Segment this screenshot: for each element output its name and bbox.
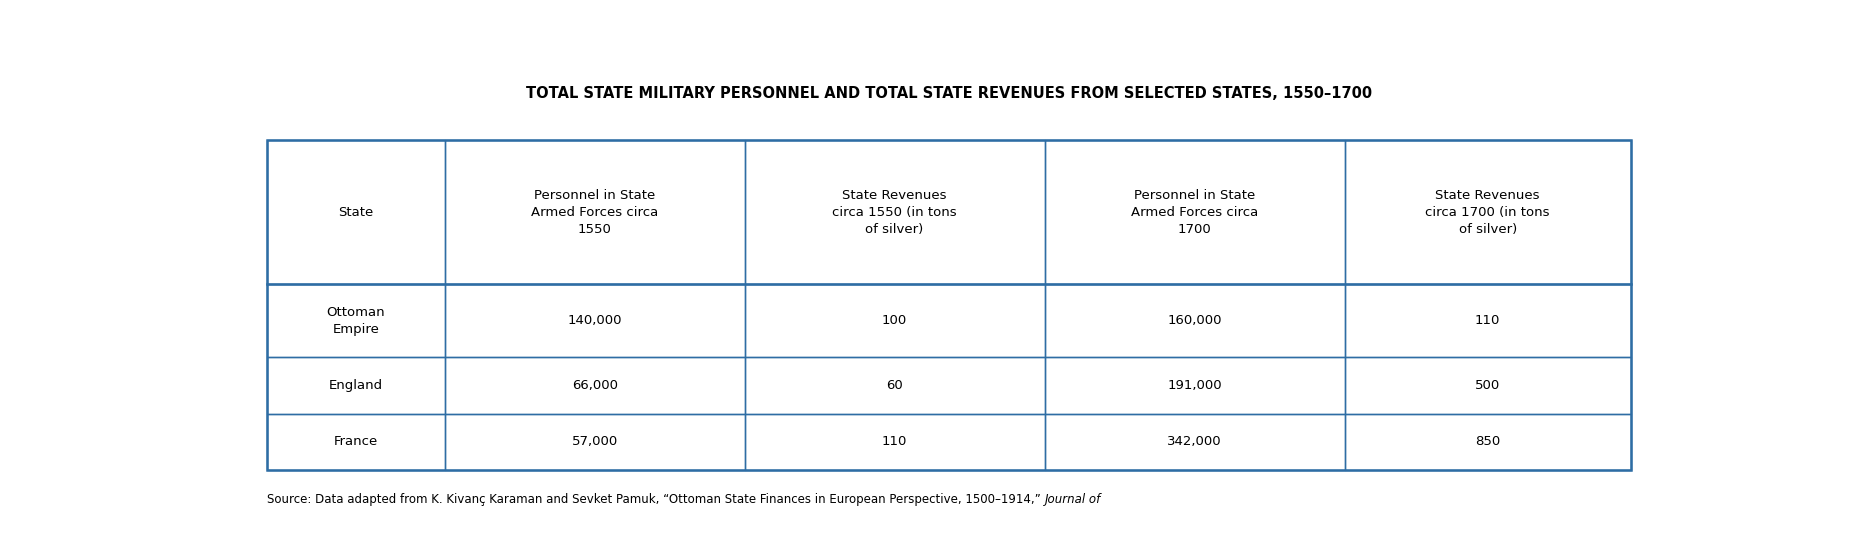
Bar	[1045, 414, 1345, 470]
Text: 850: 850	[1476, 435, 1500, 448]
Bar	[1045, 140, 1345, 284]
Bar	[745, 140, 1045, 284]
Text: 342,000: 342,000	[1167, 435, 1222, 448]
Text: 66,000: 66,000	[572, 379, 617, 392]
Text: 100: 100	[882, 314, 907, 327]
Bar	[1345, 414, 1632, 470]
Text: 140,000: 140,000	[567, 314, 622, 327]
Bar	[1045, 357, 1345, 414]
Bar	[1045, 284, 1345, 357]
Text: State Revenues
circa 1700 (in tons
of silver): State Revenues circa 1700 (in tons of si…	[1426, 189, 1550, 236]
Text: 110: 110	[1474, 314, 1500, 327]
Text: 160,000: 160,000	[1167, 314, 1222, 327]
Bar	[745, 284, 1045, 357]
Bar	[267, 140, 444, 284]
Text: State: State	[339, 205, 374, 218]
Bar	[267, 357, 444, 414]
Bar	[267, 414, 444, 470]
Text: 191,000: 191,000	[1167, 379, 1222, 392]
Text: 57,000: 57,000	[572, 435, 619, 448]
Bar	[444, 140, 745, 284]
Text: France: France	[333, 435, 378, 448]
Bar	[444, 357, 745, 414]
Bar	[745, 357, 1045, 414]
Text: Journal of: Journal of	[1045, 493, 1102, 506]
Text: TOTAL STATE MILITARY PERSONNEL AND TOTAL STATE REVENUES FROM SELECTED STATES, 15: TOTAL STATE MILITARY PERSONNEL AND TOTAL…	[526, 86, 1372, 101]
Text: Personnel in State
Armed Forces circa
1550: Personnel in State Armed Forces circa 15…	[532, 189, 657, 236]
Bar	[745, 414, 1045, 470]
Text: 500: 500	[1476, 379, 1500, 392]
Bar	[1345, 357, 1632, 414]
Text: Ottoman
Empire: Ottoman Empire	[326, 306, 385, 335]
Bar	[267, 284, 444, 357]
Text: State Revenues
circa 1550 (in tons
of silver): State Revenues circa 1550 (in tons of si…	[832, 189, 957, 236]
Bar	[1345, 140, 1632, 284]
Text: 110: 110	[882, 435, 907, 448]
Text: Source: Data adapted from K. Kivanç Karaman and Sevket Pamuk, “Ottoman State Fin: Source: Data adapted from K. Kivanç Kara…	[267, 493, 1045, 506]
Bar	[1345, 284, 1632, 357]
Text: England: England	[330, 379, 383, 392]
Bar	[267, 140, 1632, 470]
Bar	[444, 284, 745, 357]
Bar	[444, 414, 745, 470]
Text: Personnel in State
Armed Forces circa
1700: Personnel in State Armed Forces circa 17…	[1132, 189, 1258, 236]
Text: 60: 60	[887, 379, 904, 392]
